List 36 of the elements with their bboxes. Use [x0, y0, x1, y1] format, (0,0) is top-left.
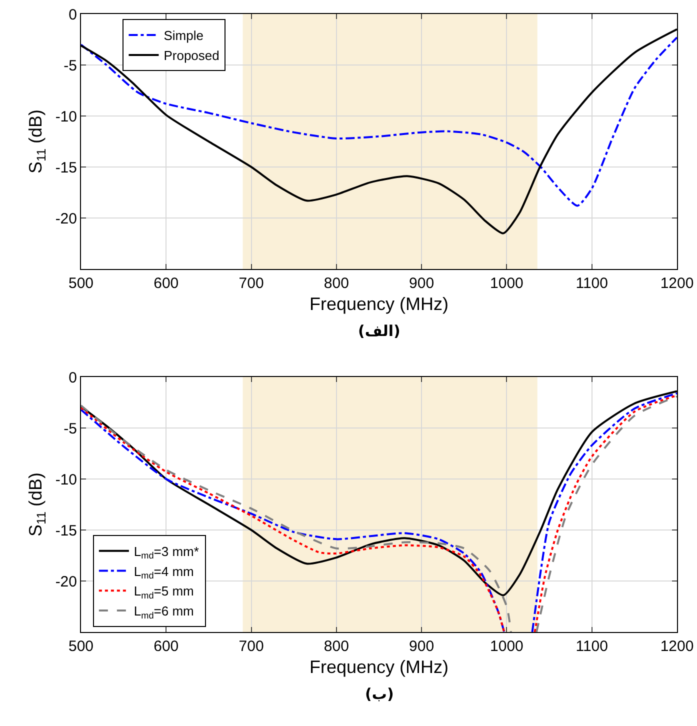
- y-tick-label: -10: [55, 471, 77, 488]
- x-tick-label: 1000: [490, 638, 524, 655]
- legend-label: Proposed: [164, 48, 220, 64]
- y-tick-label: -15: [55, 159, 77, 176]
- x-tick-label: 1200: [660, 275, 694, 292]
- x-tick-label: 600: [154, 275, 179, 292]
- y-tick-label: -5: [64, 57, 77, 74]
- x-tick-label: 900: [409, 638, 434, 655]
- legend-label: L$_{md}$=6 mm: [134, 604, 194, 620]
- y-tick-label: -20: [55, 210, 77, 228]
- x-tick-label: 500: [68, 275, 94, 292]
- y-tick-label: -5: [64, 420, 77, 438]
- legend-label: L$_{md}$=5 mm: [134, 584, 194, 600]
- y-tick-label: 0: [68, 369, 77, 386]
- x-tick-label: 500: [68, 638, 94, 655]
- text: (ب): [365, 685, 394, 703]
- y-tick-label: -20: [55, 573, 77, 590]
- x-tick-label: 700: [238, 638, 264, 655]
- x-tick-label: 700: [238, 275, 264, 292]
- x-tick-label: 600: [154, 638, 179, 655]
- legend-label: L$_{md}$=4 mm: [134, 564, 194, 581]
- x-tick-label: 900: [409, 275, 434, 292]
- x-tick-label: 800: [324, 275, 349, 292]
- text: (الف): [358, 322, 400, 340]
- x-tick-label: 1000: [490, 275, 524, 292]
- y-tick-label: -10: [55, 108, 77, 126]
- x-axis-title: Frequency (MHz): [309, 294, 449, 314]
- x-axis-title: Frequency (MHz): [309, 657, 449, 678]
- legend-label: Simple: [164, 28, 204, 44]
- legend-label: L$_{md}$=3 mm*: [134, 544, 199, 561]
- x-tick-label: 1100: [576, 275, 608, 292]
- x-tick-label: 800: [324, 638, 349, 655]
- x-tick-label: 1100: [576, 638, 608, 655]
- x-tick-label: 1200: [660, 638, 694, 655]
- y-tick-label: -15: [55, 522, 77, 540]
- y-tick-label: 0: [68, 6, 77, 24]
